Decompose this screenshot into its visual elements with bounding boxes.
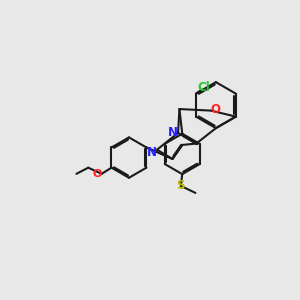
Text: S: S	[176, 179, 184, 192]
Text: Cl: Cl	[197, 81, 210, 94]
Text: O: O	[211, 103, 221, 116]
Text: O: O	[93, 169, 102, 179]
Text: N: N	[168, 126, 178, 139]
Text: N: N	[146, 146, 156, 159]
